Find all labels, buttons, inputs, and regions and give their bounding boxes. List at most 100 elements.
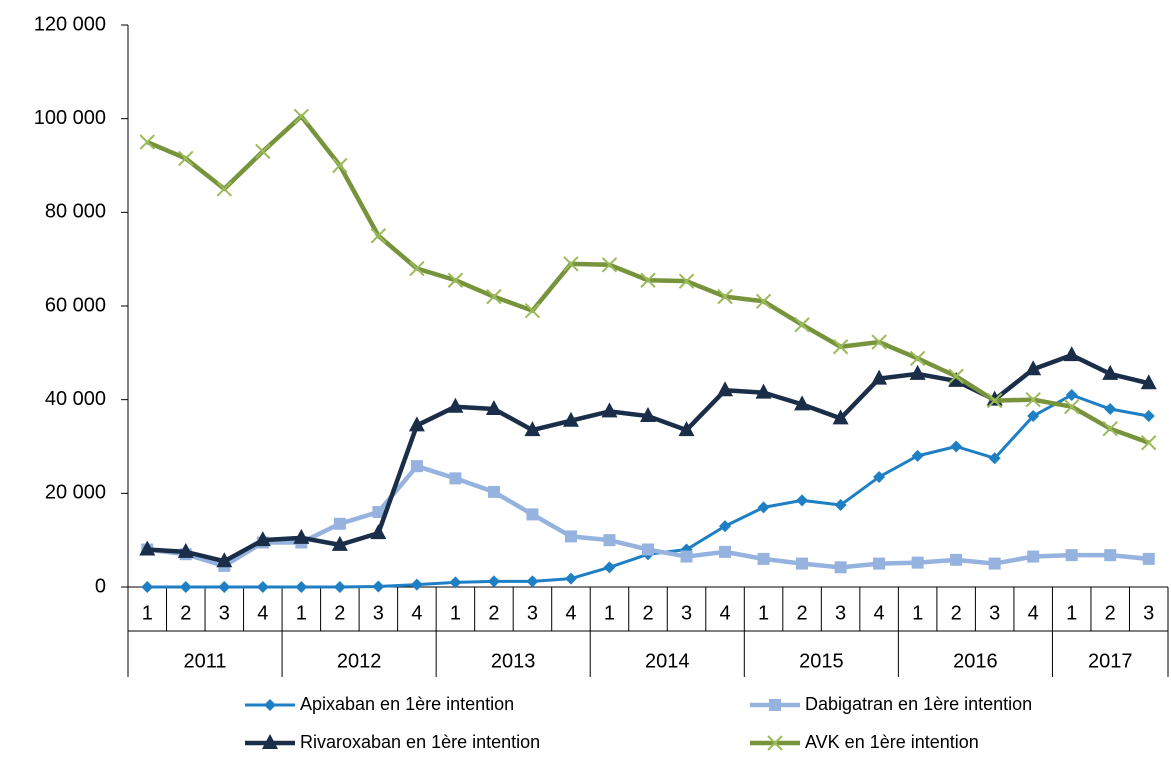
legend-label: Rivaroxaban en 1ère intention (300, 732, 540, 752)
data-point (794, 317, 810, 333)
data-point (603, 561, 616, 574)
data-point (834, 561, 847, 574)
data-point (948, 371, 965, 387)
data-point (755, 293, 772, 310)
data-point (218, 581, 231, 593)
data-point (1141, 435, 1157, 451)
data-point (1142, 552, 1155, 565)
x-tick-label: 2 (488, 602, 499, 624)
data-point (295, 581, 308, 593)
x-tick-label: 4 (411, 602, 422, 624)
legend-marker (769, 699, 781, 711)
data-point (988, 557, 1001, 570)
data-point (255, 143, 271, 160)
data-point (178, 150, 194, 167)
x-tick-label: 3 (219, 602, 230, 624)
data-point (1104, 549, 1117, 562)
x-tick-label: 2 (642, 602, 653, 624)
data-point (678, 273, 695, 289)
data-point (948, 368, 964, 384)
data-point (524, 421, 541, 437)
data-point (601, 257, 618, 273)
legend-label: Apixaban en 1ère intention (300, 694, 514, 714)
x-tick-label: 1 (1066, 602, 1077, 624)
data-point (832, 339, 849, 355)
data-point (524, 302, 541, 319)
data-point (834, 499, 847, 512)
data-point (487, 485, 500, 498)
data-point (640, 272, 656, 288)
data-point (1027, 550, 1040, 563)
data-point (447, 397, 464, 413)
data-point (1142, 410, 1155, 423)
data-point (370, 524, 387, 540)
data-point (141, 581, 154, 593)
data-point (719, 520, 732, 533)
legend-label: AVK en 1ère intention (805, 732, 979, 752)
y-tick-label: 80 000 (45, 201, 106, 223)
legend-marker (767, 735, 783, 751)
data-point (871, 369, 888, 385)
x-tick-label: 3 (835, 602, 846, 624)
group-label: 2012 (337, 650, 382, 672)
data-point (796, 494, 809, 507)
x-tick-label: 2 (797, 602, 808, 624)
data-point (331, 535, 348, 551)
legend-marker (262, 734, 278, 749)
group-label: 2016 (953, 650, 998, 672)
data-point (1025, 391, 1041, 408)
data-point (333, 581, 346, 593)
x-tick-label: 1 (296, 602, 307, 624)
data-point (139, 540, 156, 556)
data-point (526, 575, 539, 588)
data-point (603, 534, 616, 547)
data-point (642, 543, 654, 556)
data-point (449, 472, 462, 485)
data-point (909, 350, 926, 367)
data-point (372, 580, 385, 593)
data-point (871, 334, 887, 350)
legend-marker (264, 699, 276, 711)
data-point (1027, 410, 1040, 423)
y-tick-label: 120 000 (34, 13, 106, 35)
data-point (950, 440, 963, 453)
data-point (1025, 360, 1042, 376)
x-tick-label: 1 (912, 602, 923, 624)
x-tick-label: 2 (334, 602, 345, 624)
y-tick-label: 60 000 (45, 294, 106, 316)
data-point (486, 288, 502, 305)
data-point (410, 460, 423, 473)
x-tick-label: 1 (142, 602, 153, 624)
data-point (1063, 346, 1080, 362)
y-tick-label: 20 000 (45, 482, 106, 504)
legend-label: Dabigatran en 1ère intention (805, 694, 1032, 714)
x-tick-label: 2 (1105, 602, 1116, 624)
data-point (332, 157, 348, 174)
data-point (757, 552, 770, 565)
data-point (909, 364, 926, 380)
data-point (1104, 403, 1117, 416)
data-point (717, 288, 733, 305)
x-tick-label: 2 (180, 602, 191, 624)
data-point (1063, 398, 1080, 415)
x-tick-label: 1 (758, 602, 769, 624)
data-point (447, 272, 464, 288)
x-tick-label: 1 (450, 602, 461, 624)
data-point (216, 181, 233, 197)
data-point (680, 550, 693, 563)
data-point (986, 392, 1003, 409)
data-point (717, 381, 734, 397)
y-tick-label: 100 000 (34, 107, 106, 129)
data-point (832, 409, 849, 425)
data-point (563, 256, 579, 272)
y-tick-label: 40 000 (45, 388, 106, 410)
data-point (796, 557, 809, 570)
x-tick-label: 2 (951, 602, 962, 624)
x-tick-label: 4 (1028, 602, 1039, 624)
data-point (526, 508, 539, 521)
group-label: 2017 (1088, 650, 1133, 672)
data-point (449, 576, 462, 589)
x-tick-label: 4 (565, 602, 576, 624)
data-point (678, 421, 695, 437)
